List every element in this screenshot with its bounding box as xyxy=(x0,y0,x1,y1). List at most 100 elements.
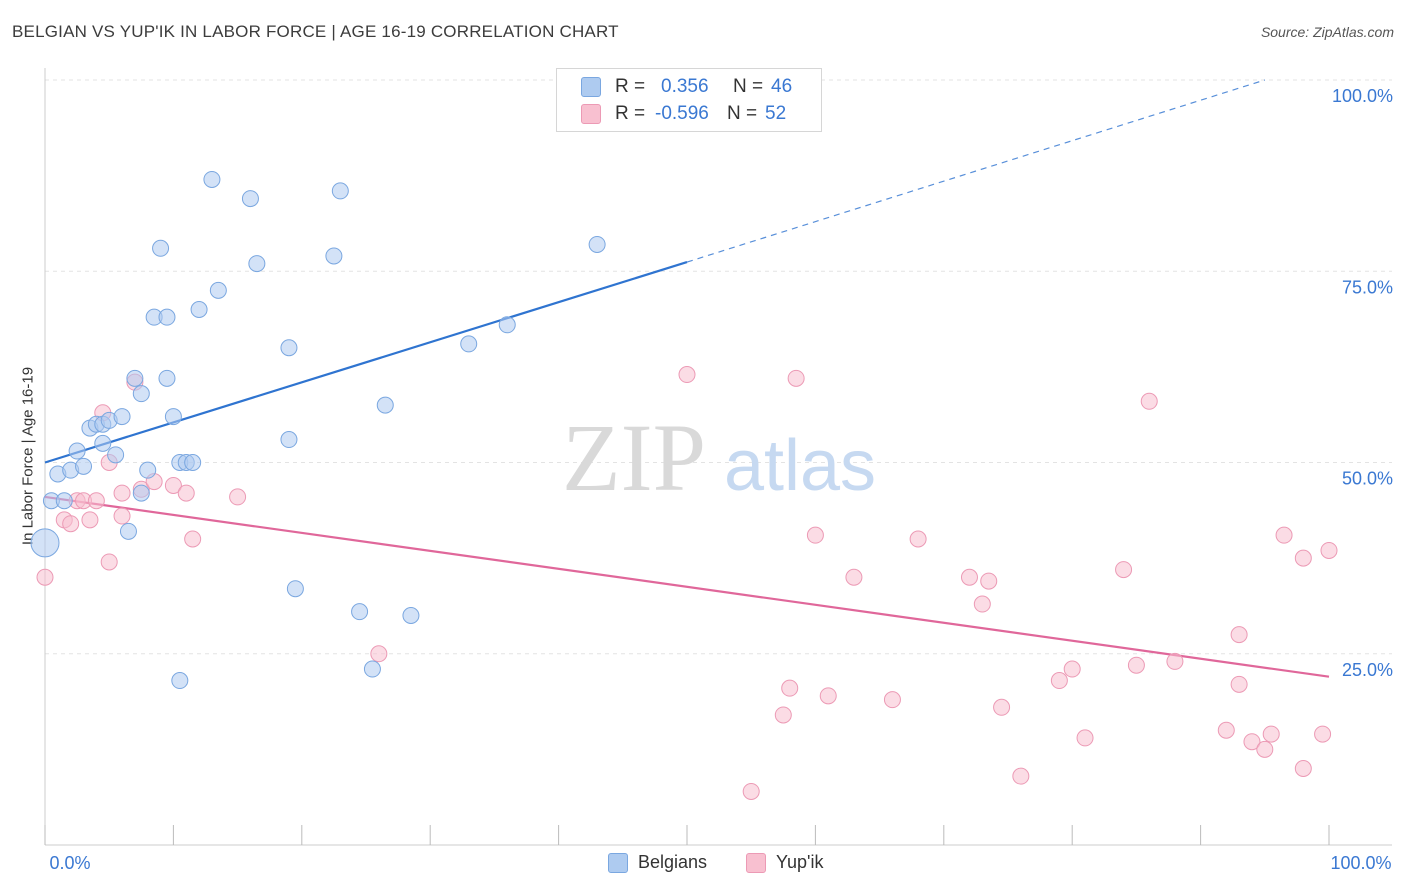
point-yupik xyxy=(81,511,99,529)
point-belgians xyxy=(351,603,369,621)
point-yupik xyxy=(177,484,195,502)
point-belgians xyxy=(113,408,131,426)
point-yupik xyxy=(1230,626,1248,644)
point-yupik xyxy=(1294,549,1312,567)
point-belgians xyxy=(363,660,381,678)
point-belgians xyxy=(280,339,298,357)
point-yupik xyxy=(1076,729,1094,747)
point-belgians xyxy=(190,301,208,318)
point-yupik xyxy=(1217,721,1235,739)
point-yupik xyxy=(960,568,978,586)
point-belgians xyxy=(132,484,150,502)
point-yupik xyxy=(370,645,388,663)
point-yupik xyxy=(1230,675,1248,693)
point-yupik xyxy=(1166,652,1184,670)
legend-r-label: R = xyxy=(615,103,646,124)
point-belgians xyxy=(152,239,170,257)
point-belgians xyxy=(75,457,93,475)
point-yupik xyxy=(164,476,182,494)
legend-r-value-belgians: 0.356 xyxy=(661,76,709,97)
point-yupik xyxy=(742,782,760,800)
point-belgians xyxy=(171,672,189,690)
point-belgians xyxy=(376,396,394,414)
x-tick-label: 100.0% xyxy=(1330,853,1391,873)
point-belgians xyxy=(158,369,176,387)
y-tick-label: 25.0% xyxy=(1342,660,1393,680)
point-belgians xyxy=(126,369,144,387)
point-belgians xyxy=(94,434,112,452)
tick-labels: 100.0% 75.0% 50.0% 25.0% 0.0% 100.0% xyxy=(49,86,1393,873)
point-belgians xyxy=(498,316,516,334)
point-yupik xyxy=(36,568,54,586)
series-swatch-yupik xyxy=(746,852,766,873)
point-belgians xyxy=(107,446,125,464)
point-belgians xyxy=(158,308,176,326)
point-yupik xyxy=(1012,767,1030,785)
series-legend-belgians[interactable]: Belgians xyxy=(608,852,707,873)
legend-swatch-belgians xyxy=(581,77,601,97)
watermark: ZIP atlas xyxy=(562,404,876,511)
point-belgians xyxy=(119,522,137,540)
point-yupik xyxy=(1063,660,1081,678)
point-yupik xyxy=(774,706,792,724)
point-yupik xyxy=(1256,740,1274,758)
point-yupik xyxy=(100,553,118,571)
point-belgians xyxy=(184,454,202,471)
point-yupik xyxy=(87,492,105,510)
point-yupik xyxy=(1050,672,1068,690)
point-belgians xyxy=(280,431,298,449)
point-yupik xyxy=(1243,733,1261,751)
trend-line-belgians xyxy=(44,261,688,464)
point-belgians xyxy=(286,580,304,598)
point-yupik xyxy=(781,679,799,697)
stats-legend: R = 0.356 N = 46 R = -0.596 N = 52 xyxy=(556,68,822,132)
watermark-zip: ZIP xyxy=(562,404,706,511)
point-yupik xyxy=(993,698,1011,716)
point-belgians xyxy=(241,190,259,208)
legend-swatch-yupik xyxy=(581,104,601,124)
point-yupik xyxy=(1262,725,1280,743)
point-belgians xyxy=(331,182,349,200)
point-yupik xyxy=(973,595,991,613)
point-yupik xyxy=(1314,725,1332,743)
point-belgians xyxy=(55,492,73,510)
point-belgians xyxy=(203,170,221,188)
legend-r-label: R = xyxy=(615,76,646,97)
point-yupik xyxy=(229,488,247,506)
gridlines xyxy=(45,79,1392,655)
watermark-atlas: atlas xyxy=(724,426,876,506)
point-belgians xyxy=(588,235,606,253)
point-yupik xyxy=(113,484,131,502)
point-yupik xyxy=(819,687,837,705)
legend-row-yupik: R = -0.596 N = 52 xyxy=(581,102,786,126)
series-swatch-belgians xyxy=(608,852,628,873)
point-yupik xyxy=(62,515,80,533)
legend-n-value-belgians: 46 xyxy=(771,76,793,97)
trend-line-yupik xyxy=(44,495,1330,678)
point-belgians xyxy=(68,442,86,460)
trend-line-belgians-extension xyxy=(686,79,1265,263)
point-belgians xyxy=(209,281,227,299)
point-belgians xyxy=(460,335,478,353)
point-belgians xyxy=(30,528,60,558)
point-yupik xyxy=(806,526,824,544)
point-yupik xyxy=(1115,561,1133,579)
point-yupik xyxy=(184,530,202,548)
series-label-belgians: Belgians xyxy=(638,852,708,872)
y-tick-label: 75.0% xyxy=(1342,277,1393,297)
series-legend: Belgians Yup'ik xyxy=(0,852,1406,876)
point-yupik xyxy=(113,507,131,525)
point-yupik xyxy=(883,691,901,709)
x-tick-label: 0.0% xyxy=(49,853,90,873)
point-yupik xyxy=(909,530,927,548)
point-yupik xyxy=(1127,656,1145,674)
point-belgians xyxy=(248,255,266,273)
series-legend-yupik[interactable]: Yup'ik xyxy=(746,852,823,873)
point-yupik xyxy=(980,572,998,590)
axes xyxy=(44,68,1392,846)
legend-r-value-yupik: -0.596 xyxy=(655,103,709,124)
point-yupik xyxy=(1320,541,1338,559)
point-yupik xyxy=(678,366,696,384)
y-tick-label: 50.0% xyxy=(1342,469,1393,489)
